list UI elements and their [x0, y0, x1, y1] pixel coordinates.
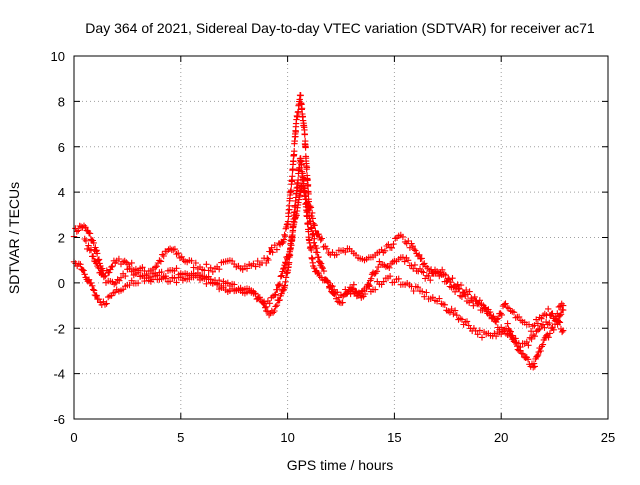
y-tick-label: 2 [58, 231, 65, 246]
x-tick-label: 15 [387, 430, 401, 445]
y-tick-label: -2 [53, 321, 65, 336]
x-axis-label: GPS time / hours [287, 457, 394, 473]
grid [74, 56, 608, 419]
y-tick-label: 6 [58, 140, 65, 155]
y-tick-label: -6 [53, 412, 65, 427]
data-series [70, 92, 567, 371]
y-axis-label: SDTVAR / TECUs [6, 182, 22, 294]
y-tick-label: 4 [58, 185, 65, 200]
x-tick-label: 5 [177, 430, 184, 445]
y-tick-label: 8 [58, 94, 65, 109]
y-tick-label: -4 [53, 367, 65, 382]
y-tick-label: 10 [51, 49, 65, 64]
series-track-c [81, 176, 567, 336]
data-points [81, 176, 567, 336]
x-tick-label: 25 [601, 430, 615, 445]
chart-title: Day 364 of 2021, Sidereal Day-to-day VTE… [85, 20, 595, 36]
axis-ticks: 0 5 10 15 20 25 -6 -4 -2 0 2 4 6 8 10 [51, 49, 616, 445]
x-tick-label: 10 [280, 430, 294, 445]
x-tick-label: 20 [494, 430, 508, 445]
y-tick-label: 0 [58, 276, 65, 291]
x-tick-label: 0 [70, 430, 77, 445]
